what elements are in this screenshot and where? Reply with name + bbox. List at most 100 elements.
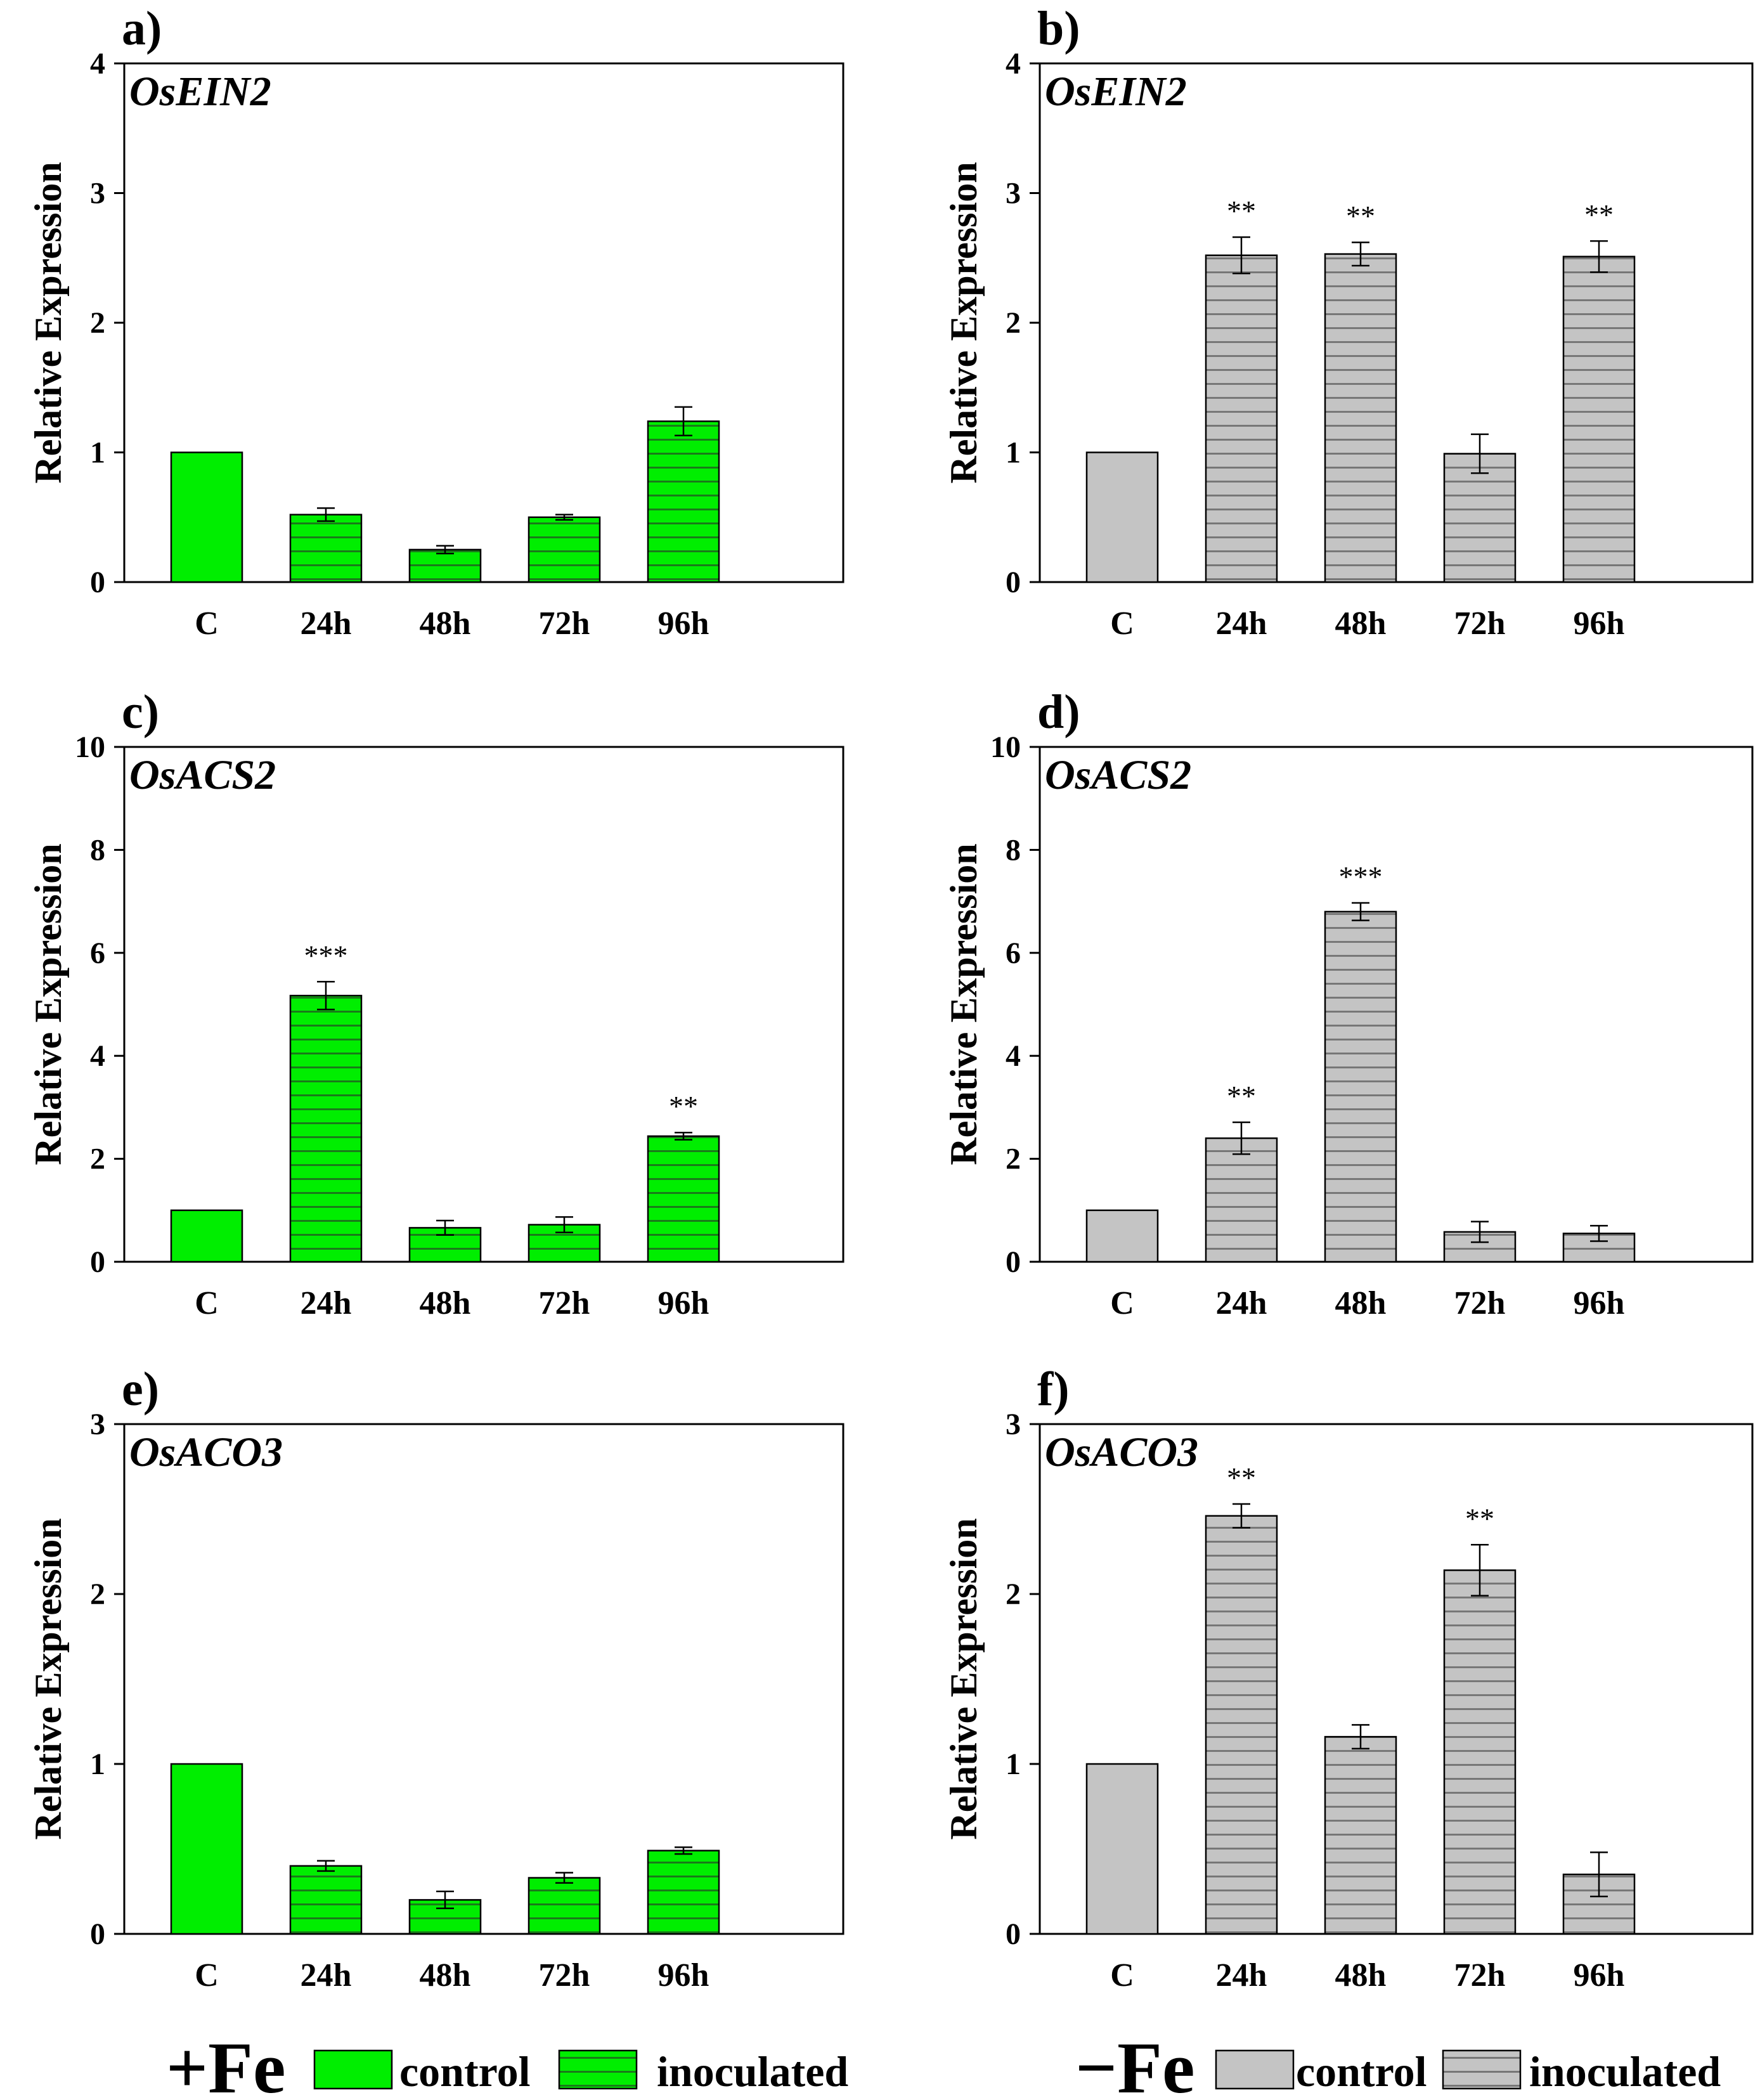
bar-C (170, 1209, 243, 1263)
bar-24h (289, 1865, 363, 1935)
x-tick-label: C (195, 606, 219, 642)
y-axis-label: Relative Expression (27, 162, 69, 483)
y-tick-label: 10 (990, 730, 1021, 764)
y-tick-label: 1 (90, 436, 105, 470)
y-tick-label: 3 (1006, 177, 1021, 211)
y-tick-label: 2 (1006, 1578, 1021, 1611)
panel-label: e) (122, 1363, 159, 1416)
x-tick-label: 48h (1335, 1957, 1387, 1993)
bar-72h (1443, 1569, 1517, 1935)
x-tick-label: 24h (1216, 1285, 1267, 1321)
bar-24h (1205, 254, 1278, 583)
bar-C (170, 1763, 243, 1935)
x-tick-label: C (1110, 606, 1134, 642)
significance-label: ** (1465, 1502, 1494, 1534)
x-tick-label: 96h (658, 1957, 709, 1993)
x-tick-label: 72h (1454, 1957, 1506, 1993)
x-tick-label: C (1110, 1957, 1134, 1993)
x-tick-label: 24h (301, 606, 352, 642)
y-tick-label: 4 (90, 47, 105, 81)
x-tick-label: 48h (1335, 1285, 1387, 1321)
x-tick-label: 72h (1454, 606, 1506, 642)
panel-label: f) (1037, 1363, 1070, 1416)
bar-48h (1324, 1735, 1397, 1935)
bar-72h (527, 1877, 601, 1935)
x-tick-label: 48h (420, 606, 471, 642)
y-tick-label: 2 (1006, 1143, 1021, 1176)
bar-96h (1562, 256, 1636, 583)
x-tick-label: 96h (1574, 1957, 1625, 1993)
panel-label: d) (1037, 685, 1080, 739)
legend-plus-inoculated-swatch (558, 2049, 638, 2090)
y-axis-label: Relative Expression (943, 843, 985, 1165)
panel-a: a) OsEIN2 0 1 2 3 4 Relative Expression C 24h 48h 7… (27, 2, 844, 642)
gene-title: OsACS2 (1045, 752, 1191, 798)
bar-48h (408, 548, 482, 583)
panel-b: b) OsEIN2 0 1 2 3 4 Relative Expression C ** 24h **… (943, 2, 1754, 642)
y-tick-label: 2 (90, 1143, 105, 1176)
x-tick-label: 48h (1335, 606, 1387, 642)
x-tick-label: 96h (658, 606, 709, 642)
y-axis-label: Relative Expression (943, 1518, 985, 1839)
y-tick-label: 3 (90, 177, 105, 211)
plot-frame (123, 1423, 844, 1935)
legend-plus-inoculated-label: inoculated (657, 2047, 848, 2096)
panel-d: d) OsACS2 0 2 4 6 8 10 Relative Expression C ** 24h… (943, 685, 1754, 1321)
y-tick-label: 1 (1006, 436, 1021, 470)
x-tick-label: 24h (1216, 606, 1267, 642)
y-tick-label: 0 (90, 566, 105, 599)
significance-label: ** (1584, 198, 1614, 231)
x-tick-label: 48h (420, 1285, 471, 1321)
legend-plus-fe-label: +Fe (166, 2028, 285, 2100)
panel-f: f) OsACO3 0 1 2 3 Relative Expression C ** 24h 48h… (943, 1363, 1754, 1993)
gene-title: OsEIN2 (129, 68, 271, 115)
y-tick-label: 3 (1006, 1408, 1021, 1441)
y-axis-label: Relative Expression (943, 162, 985, 483)
x-tick-label: 96h (1574, 1285, 1625, 1321)
y-tick-label: 2 (90, 306, 105, 340)
y-tick-label: 0 (90, 1917, 105, 1951)
legend-plus-control-swatch (313, 2049, 393, 2090)
y-tick-label: 1 (1006, 1747, 1021, 1781)
legend-minus-inoculated-label: inoculated (1529, 2047, 1721, 2096)
y-tick-label: 0 (1006, 1917, 1021, 1951)
x-tick-label: 96h (658, 1285, 709, 1321)
plot-frame (123, 746, 844, 1263)
gene-title: OsACO3 (129, 1429, 283, 1475)
bar-24h (289, 994, 363, 1263)
y-tick-label: 0 (1006, 1245, 1021, 1279)
legend-plus-control-label: control (399, 2047, 531, 2096)
x-tick-label: 24h (1216, 1957, 1267, 1993)
significance-label: ** (1227, 195, 1256, 227)
y-tick-label: 4 (1006, 47, 1021, 81)
panel-label: a) (122, 2, 162, 55)
panel-e: e) OsACO3 0 1 2 3 Relative Expression C 24h 48h 72… (27, 1363, 844, 1993)
y-tick-label: 10 (75, 730, 105, 764)
bar-24h (289, 514, 363, 583)
legend-minus-control-label: control (1296, 2047, 1427, 2096)
y-tick-label: 0 (1006, 566, 1021, 599)
y-tick-label: 0 (90, 1245, 105, 1279)
significance-label: ** (669, 1090, 698, 1122)
bar-72h (527, 516, 601, 583)
bar-C (1085, 451, 1159, 583)
chart-panels: a) OsEIN2 0 1 2 3 4 Relative Expression C 24h 48h 7… (27, 2, 1754, 1993)
legend-minus-fe: −Fe control inoculated (1075, 2028, 1721, 2100)
bar-96h (647, 1135, 720, 1263)
y-axis-label: Relative Expression (27, 843, 69, 1165)
y-tick-label: 3 (90, 1408, 105, 1441)
x-tick-label: C (195, 1285, 219, 1321)
y-axis-label: Relative Expression (27, 1518, 69, 1839)
bar-C (1085, 1763, 1159, 1935)
legend-plus-fe: +Fe control inoculated (166, 2028, 848, 2100)
significance-label: ** (1227, 1080, 1256, 1112)
y-tick-label: 4 (1006, 1039, 1021, 1073)
significance-label: *** (1339, 860, 1383, 893)
x-tick-label: 96h (1574, 606, 1625, 642)
x-tick-label: 48h (420, 1957, 471, 1993)
panel-c: c) OsACS2 0 2 4 6 8 10 Relative Expression C *** 24… (27, 685, 844, 1321)
panel-label: c) (122, 685, 159, 739)
gene-title: OsEIN2 (1045, 68, 1187, 115)
bar-48h (1324, 253, 1397, 583)
